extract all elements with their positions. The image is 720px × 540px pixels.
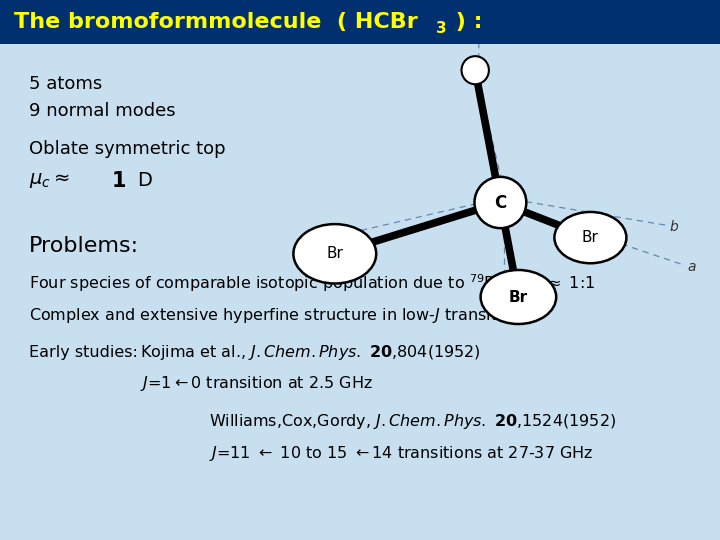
Ellipse shape	[462, 56, 489, 84]
Text: 9 normal modes: 9 normal modes	[29, 102, 176, 120]
Text: a: a	[688, 260, 696, 274]
Text: Complex and extensive hyperfine structure in low-$J$ transitions: Complex and extensive hyperfine structur…	[29, 306, 530, 326]
Ellipse shape	[294, 224, 376, 284]
Text: b: b	[670, 220, 678, 234]
Text: Williams,Cox,Gordy, $\mathit{J.Chem.Phys.}$ $\mathbf{20}$,1524(1952): Williams,Cox,Gordy, $\mathit{J.Chem.Phys…	[209, 411, 616, 431]
Ellipse shape	[554, 212, 626, 263]
Text: 5 atoms: 5 atoms	[29, 75, 102, 93]
Text: 3: 3	[436, 21, 446, 36]
Text: The bromoformmolecule  ( HCBr: The bromoformmolecule ( HCBr	[14, 12, 418, 32]
Ellipse shape	[481, 270, 556, 324]
Text: Br: Br	[326, 246, 343, 261]
Text: Oblate symmetric top: Oblate symmetric top	[29, 139, 225, 158]
Text: c: c	[464, 20, 472, 34]
Text: D: D	[137, 171, 152, 191]
Text: Problems:: Problems:	[29, 235, 139, 256]
Text: $J$=1$\leftarrow$0 transition at 2.5 GHz: $J$=1$\leftarrow$0 transition at 2.5 GHz	[140, 374, 373, 393]
Text: 1: 1	[112, 171, 126, 191]
Text: ) :: ) :	[448, 12, 482, 32]
Text: $J$=11 $\leftarrow$ 10 to 15 $\leftarrow$14 transitions at 27-37 GHz: $J$=11 $\leftarrow$ 10 to 15 $\leftarrow…	[209, 444, 593, 463]
Ellipse shape	[474, 177, 526, 228]
Text: Br: Br	[509, 289, 528, 305]
Bar	[0, 0, 720, 44]
Text: Kojima et al., $\mathit{J.Chem.Phys.}$ $\mathbf{20}$,804(1952): Kojima et al., $\mathit{J.Chem.Phys.}$ $…	[140, 342, 481, 362]
Text: Four species of comparable isotopic population due to $^{79}$Br:$^{81}$Br $\appr: Four species of comparable isotopic popu…	[29, 273, 595, 294]
Text: C: C	[494, 193, 507, 212]
Text: $\mu_c\approx$: $\mu_c\approx$	[29, 171, 70, 191]
Text: Br: Br	[582, 230, 599, 245]
Text: Early studies:: Early studies:	[29, 345, 138, 360]
